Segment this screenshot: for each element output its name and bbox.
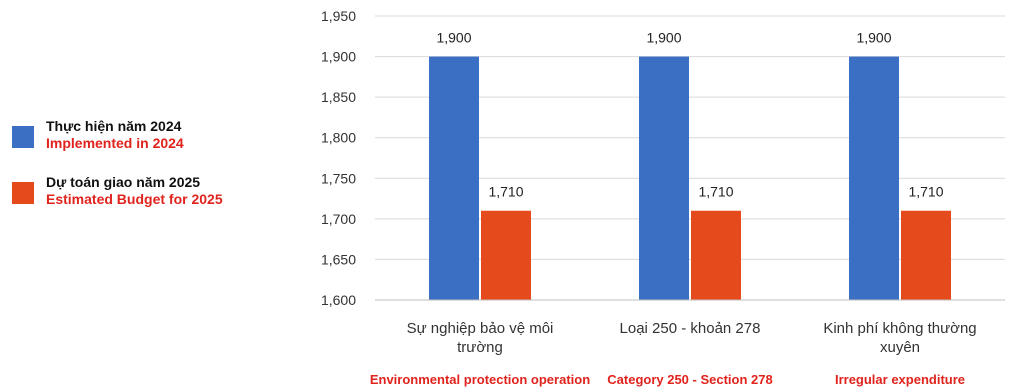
- bar: [849, 56, 899, 301]
- legend-label-en: Implemented in 2024: [46, 135, 184, 151]
- legend-swatch-blue: [12, 126, 34, 148]
- x-category-label: xuyên: [880, 339, 920, 356]
- y-tick-label: 1,850: [321, 89, 356, 105]
- y-tick-label: 1,650: [321, 251, 356, 267]
- x-category-label: Loại 250 - khoản 278: [620, 320, 761, 337]
- x-category-label-en: Category 250 - Section 278: [607, 372, 772, 387]
- x-category-label: Kinh phí không thường: [823, 320, 976, 337]
- y-axis: 1,600 1,650 1,700 1,750 1,800 1,850 1,900 1,950: [321, 8, 356, 308]
- bar: [639, 56, 689, 301]
- x-category-label-en: Irregular expenditure: [835, 372, 965, 387]
- legend-swatch-orange: [12, 182, 34, 204]
- y-tick-label: 1,750: [321, 170, 356, 186]
- legend-label-en: Estimated Budget for 2025: [46, 191, 223, 207]
- x-category-label: Sự nghiệp bảo vệ môi: [407, 320, 554, 337]
- chart-legend: Thực hiện năm 2024 Implemented in 2024 D…: [12, 118, 252, 230]
- data-label: 1,900: [856, 30, 891, 46]
- y-tick-label: 1,700: [321, 211, 356, 227]
- bar: [429, 56, 479, 301]
- y-tick-label: 1,950: [321, 8, 356, 24]
- data-label: 1,710: [908, 184, 943, 200]
- legend-item-estimated-2025: Dự toán giao năm 2025 Estimated Budget f…: [12, 174, 252, 210]
- x-category-label: trường: [457, 339, 503, 356]
- legend-label-vn: Dự toán giao năm 2025: [46, 174, 201, 190]
- data-label: 1,710: [698, 184, 733, 200]
- bar: [901, 210, 951, 300]
- y-tick-label: 1,900: [321, 49, 356, 65]
- y-tick-label: 1,600: [321, 292, 356, 308]
- x-axis: Sự nghiệp bảo vệ môi trường Environmental …: [370, 299, 1005, 387]
- bar: [481, 210, 531, 300]
- bars: 1,900 1,710 1,900 1,710 1,900 1,710: [429, 30, 951, 301]
- data-label: 1,900: [646, 30, 681, 46]
- data-label: 1,900: [436, 30, 471, 46]
- data-label: 1,710: [488, 184, 523, 200]
- y-tick-label: 1,800: [321, 130, 356, 146]
- x-category-label-en: Environmental protection operation: [370, 372, 590, 387]
- legend-label-vn: Thực hiện năm 2024: [46, 118, 182, 134]
- bar: [691, 210, 741, 300]
- legend-item-implemented-2024: Thực hiện năm 2024 Implemented in 2024: [12, 118, 252, 154]
